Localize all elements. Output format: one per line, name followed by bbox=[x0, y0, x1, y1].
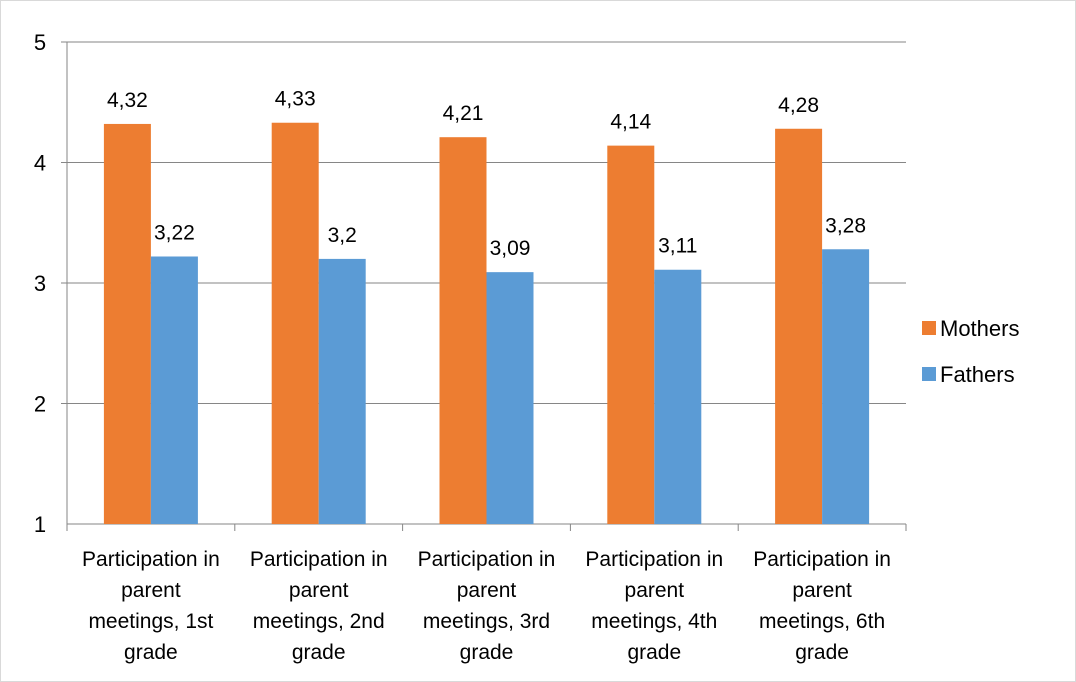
data-label-fathers: 3,11 bbox=[658, 235, 697, 258]
data-label-fathers: 3,09 bbox=[490, 237, 531, 260]
legend-label-mothers: Mothers bbox=[940, 316, 1019, 341]
data-label-mothers: 4,32 bbox=[107, 89, 148, 112]
data-label-fathers: 3,28 bbox=[825, 214, 866, 237]
x-category-label: Participation in parent meetings, 2nd grade bbox=[250, 548, 388, 664]
y-tick-label: 2 bbox=[34, 392, 46, 417]
data-label-fathers: 3,22 bbox=[154, 221, 195, 244]
legend-swatch-fathers bbox=[922, 367, 936, 381]
y-tick-label: 4 bbox=[34, 151, 46, 176]
y-tick-label: 5 bbox=[34, 30, 46, 55]
data-label-mothers: 4,33 bbox=[275, 88, 316, 111]
x-category-label: Participation in parent meetings, 6th grade bbox=[753, 548, 891, 664]
x-category-label: Participation in parent meetings, 1st grade bbox=[82, 548, 220, 664]
bar-fathers bbox=[654, 269, 702, 524]
bar-fathers bbox=[318, 258, 366, 524]
y-tick-label: 1 bbox=[34, 512, 46, 537]
bar-mothers bbox=[271, 122, 319, 525]
bar-fathers bbox=[822, 249, 870, 524]
legend: Mothers Fathers bbox=[922, 316, 1019, 387]
bars bbox=[103, 122, 870, 525]
x-category-label: Participation in parent meetings, 4th grade bbox=[585, 548, 723, 664]
bar-mothers bbox=[103, 123, 151, 524]
tick-labels: 1 2 3 4 5 Participation in parent meetings, 1st… bbox=[34, 30, 891, 664]
bar-mothers bbox=[607, 145, 655, 524]
bar-fathers bbox=[150, 256, 198, 524]
bar-mothers bbox=[439, 137, 487, 524]
data-labels: 4,32 3,22 4,33 3,2 4,21 3,09 4,14 3,11 4,28 3,28 bbox=[107, 88, 866, 260]
legend-swatch-mothers bbox=[922, 321, 936, 335]
bar-fathers bbox=[486, 272, 534, 524]
legend-label-fathers: Fathers bbox=[940, 362, 1015, 387]
data-label-mothers: 4,28 bbox=[778, 94, 819, 117]
y-tick-label: 3 bbox=[34, 271, 46, 296]
data-label-mothers: 4,14 bbox=[610, 111, 651, 134]
data-label-fathers: 3,2 bbox=[328, 224, 357, 247]
bar-mothers bbox=[775, 128, 823, 524]
x-category-label: Participation in parent meetings, 3rd grade bbox=[418, 548, 556, 664]
data-label-mothers: 4,21 bbox=[443, 102, 484, 125]
